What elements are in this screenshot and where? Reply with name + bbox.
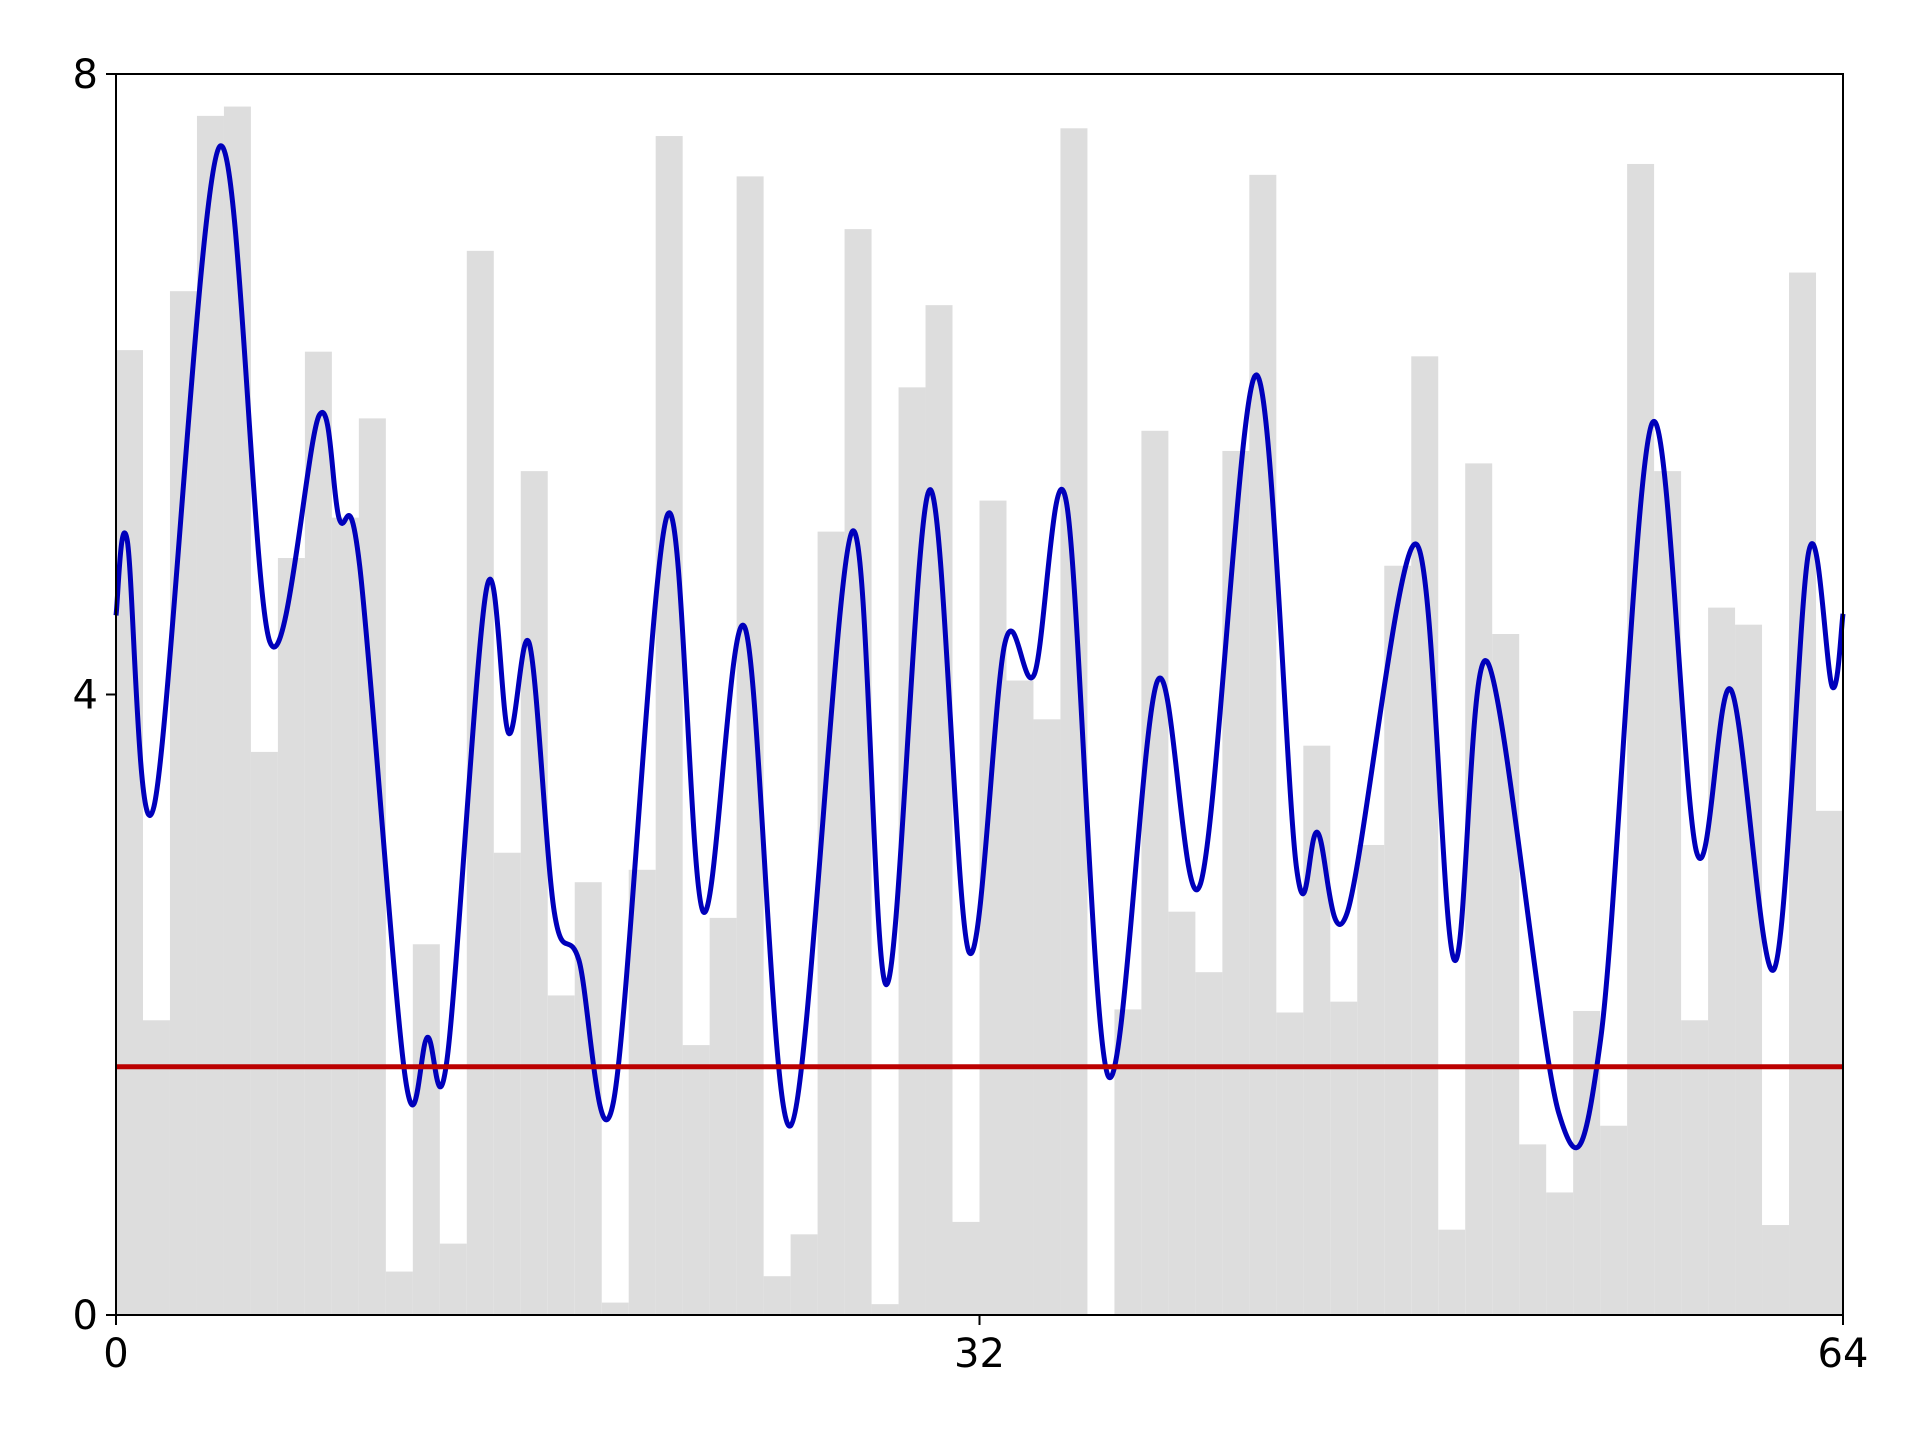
bar [223,106,251,1315]
bar [682,1045,710,1315]
bar [358,418,386,1315]
bar [412,944,440,1315]
bar [1681,1020,1709,1315]
bar [628,869,656,1315]
bar [925,305,953,1316]
bar [1114,1009,1142,1315]
y-tick-label: 8 [73,52,98,98]
bar [1438,1229,1466,1315]
bar [790,1234,818,1315]
bar [1006,680,1034,1315]
bar [1546,1192,1574,1315]
bar [520,471,548,1315]
bar [1141,430,1169,1316]
bar [142,1020,170,1315]
bar [1411,356,1439,1315]
bar [1384,565,1412,1315]
x-tick-label: 0 [103,1331,128,1377]
x-tick-label: 64 [1818,1331,1869,1377]
bar [304,351,332,1316]
bar [601,1302,629,1315]
bar [763,1276,791,1315]
bar [817,531,845,1315]
x-tick-label: 32 [954,1331,1005,1377]
bar [250,751,278,1315]
bar [439,1243,467,1315]
bar [1762,1225,1790,1315]
bar [952,1221,980,1315]
bar [547,995,575,1315]
bar [655,136,683,1315]
bar [871,1304,899,1315]
bar [196,115,224,1315]
bar [1357,844,1385,1315]
bar [979,500,1007,1315]
bar [1249,174,1277,1315]
bar [277,557,305,1315]
bar [1303,745,1331,1315]
bar [493,852,521,1315]
bar [844,229,872,1315]
bar [1465,463,1493,1315]
bar [385,1271,413,1315]
bar [1600,1125,1628,1315]
bar [1168,911,1196,1315]
bar [1195,972,1223,1315]
bar [331,517,359,1315]
bar [1330,1001,1358,1315]
bar [1276,1012,1304,1315]
y-tick-label: 4 [73,673,98,719]
bar [1033,719,1061,1315]
bar [709,917,737,1315]
bar [169,291,197,1315]
bar [1627,163,1655,1315]
bar [1222,450,1250,1315]
y-tick-label: 0 [73,1293,98,1339]
bar [1816,810,1843,1315]
line [113,143,1846,1151]
bar [1519,1144,1547,1315]
bar [116,350,143,1315]
